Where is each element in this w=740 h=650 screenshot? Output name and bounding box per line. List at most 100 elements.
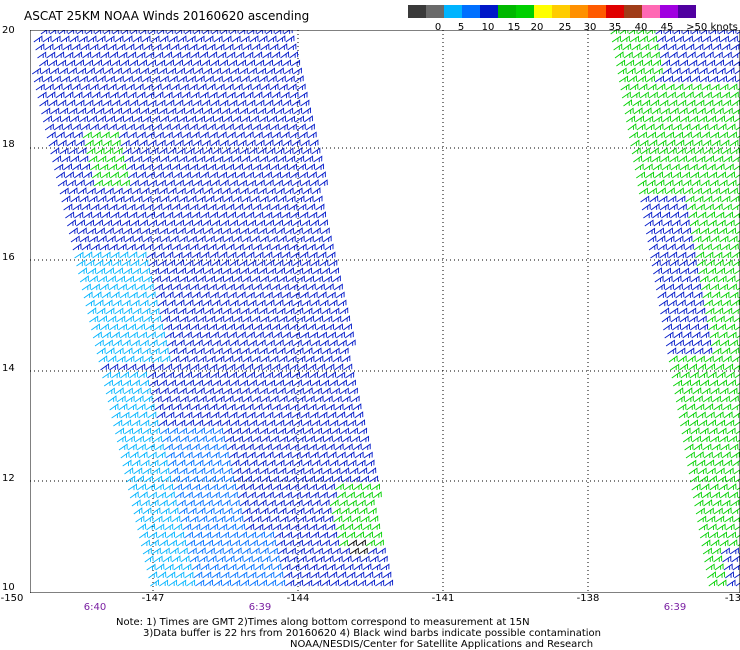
wind-barb <box>215 355 225 363</box>
wind-barb <box>649 43 659 51</box>
wind-barb <box>196 155 206 163</box>
wind-barb <box>211 531 221 539</box>
wind-barb <box>241 427 250 435</box>
wind-barb <box>49 30 59 35</box>
wind-barb <box>656 187 666 195</box>
wind-barb <box>340 547 350 555</box>
wind-barb <box>306 555 316 563</box>
wind-barb <box>123 347 133 355</box>
wind-barb <box>231 347 241 355</box>
wind-barb <box>701 187 711 195</box>
wind-barb <box>635 67 645 75</box>
wind-barb <box>722 507 732 515</box>
wind-barb <box>264 139 274 147</box>
wind-barb <box>264 59 274 67</box>
wind-barb <box>256 219 265 227</box>
wind-barb <box>681 123 691 131</box>
wind-barb <box>206 123 216 131</box>
wind-barb <box>125 355 135 363</box>
wind-barb <box>252 475 262 483</box>
wind-barb <box>347 499 357 507</box>
wind-barb <box>291 491 301 499</box>
wind-barb <box>334 323 343 331</box>
wind-barb <box>37 91 47 99</box>
wind-barb <box>271 171 281 179</box>
wind-barb <box>157 299 167 307</box>
wind-barb <box>226 51 236 59</box>
lat-label-20N: 20 <box>2 25 15 36</box>
wind-barb <box>177 35 187 43</box>
wind-barb <box>710 539 720 547</box>
wind-barb <box>288 203 298 211</box>
wind-barb <box>713 507 723 515</box>
wind-barb <box>99 283 109 291</box>
wind-barb <box>230 187 240 195</box>
wind-barb <box>275 147 285 155</box>
wind-barb <box>710 83 720 91</box>
wind-barb <box>188 355 198 363</box>
wind-barb <box>633 155 643 163</box>
wind-barb <box>109 403 119 411</box>
wind-barb <box>97 195 107 203</box>
wind-barb <box>176 499 186 507</box>
wind-barb <box>704 403 714 411</box>
wind-barb <box>133 155 143 163</box>
wind-barb <box>100 51 110 59</box>
wind-barb <box>185 187 195 195</box>
wind-barb <box>320 459 330 467</box>
wind-barb <box>726 379 736 387</box>
wind-barb <box>651 155 661 163</box>
wind-barb <box>352 483 362 491</box>
wind-barb <box>333 283 343 291</box>
wind-barb <box>735 230 740 235</box>
wind-barb <box>95 227 105 235</box>
wind-barb <box>96 35 106 43</box>
wind-barb <box>659 51 669 59</box>
wind-barb <box>177 307 187 315</box>
wind-barb <box>297 243 307 251</box>
wind-barb <box>100 131 110 139</box>
wind-barb <box>245 291 255 299</box>
wind-barb <box>260 355 270 363</box>
wind-barb <box>160 155 170 163</box>
wind-barb <box>132 115 143 123</box>
wind-barb <box>106 235 116 243</box>
wind-barb <box>226 171 236 179</box>
wind-barb <box>291 451 301 459</box>
wind-barb <box>681 323 690 331</box>
colorbar-swatch <box>480 5 498 18</box>
wind-barb <box>190 403 200 411</box>
wind-barb <box>95 187 105 195</box>
wind-barb <box>206 83 216 91</box>
wind-barb <box>276 387 286 395</box>
wind-barb <box>691 179 701 187</box>
wind-barb <box>237 99 247 107</box>
wind-barb <box>107 83 117 91</box>
wind-barb <box>677 355 687 363</box>
wind-barb <box>732 156 740 163</box>
wind-barb <box>291 59 301 67</box>
wind-barb <box>734 269 740 275</box>
wind-barb <box>200 331 210 339</box>
wind-barb <box>100 323 109 331</box>
wind-barb <box>725 267 735 275</box>
wind-barb <box>306 515 316 523</box>
wind-barb <box>295 427 304 435</box>
wind-barb <box>267 307 277 315</box>
wind-barb <box>130 299 140 307</box>
wind-barb <box>156 99 166 107</box>
wind-barb <box>229 219 238 227</box>
wind-barb <box>697 515 707 523</box>
wind-barb <box>123 35 133 43</box>
wind-barb <box>40 30 50 35</box>
wind-barb <box>136 323 145 331</box>
wind-barb <box>679 163 689 171</box>
wind-barb <box>726 475 735 483</box>
wind-barb <box>285 579 295 587</box>
wind-barb <box>238 30 248 35</box>
wind-barb <box>198 475 208 483</box>
wind-barb <box>304 235 314 243</box>
wind-barb <box>278 435 288 443</box>
wind-barb <box>236 563 246 571</box>
wind-barb <box>158 499 168 507</box>
